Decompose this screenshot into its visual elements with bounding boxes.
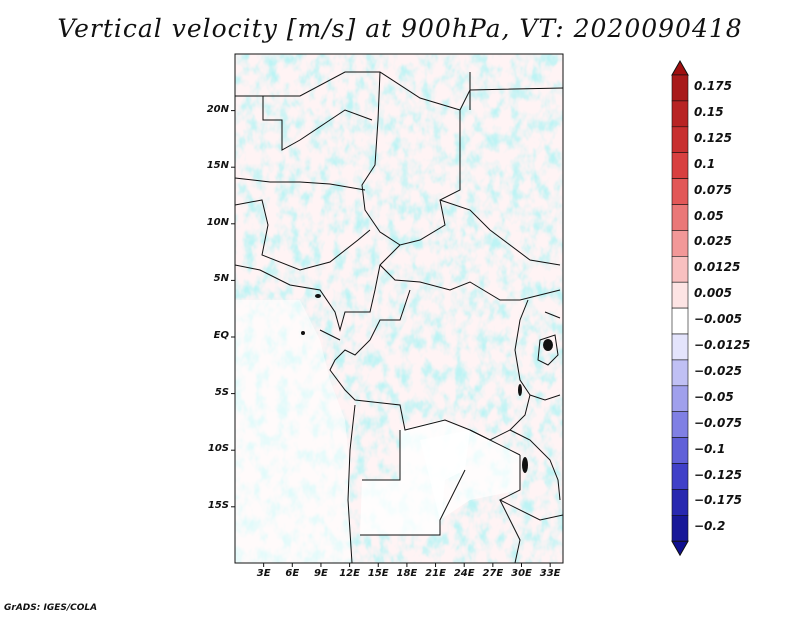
colorbar-swatch [671,281,689,309]
colorbar-swatch [671,489,689,516]
colorbar-label: 0.025 [694,234,732,249]
lake-markers [301,294,553,473]
chart-title: Vertical velocity [m/s] at 900hPa, VT: 2… [57,14,743,43]
colorbar-label: −0.175 [694,493,743,508]
colorbar-swatch [671,230,689,257]
colorbar-label: 0.125 [694,130,732,145]
lon-tick-label: 6E [285,568,300,579]
colorbar-label: −0.125 [694,467,743,482]
colorbar-swatch [671,255,689,283]
lon-tick-label: 24E [453,568,475,579]
colorbar-swatch [671,359,689,387]
country-borders [235,71,563,563]
colorbar-swatch [671,178,689,205]
colorbar-label: 0.15 [694,104,724,119]
lon-tick-label: 9E [314,568,328,579]
lon-tick-label: 27E [482,568,504,579]
colorbar-label: 0.1 [694,156,716,171]
lat-tick-label: 5S [214,386,229,398]
lat-tick-label: EQ [213,330,229,341]
lat-tick-label: 20N [206,103,229,115]
colorbar-label: −0.05 [694,389,734,404]
colorbar-swatch [671,385,689,412]
colorbar-swatch [671,152,689,179]
colorbar-label: −0.025 [694,363,743,378]
colorbar-label: 0.175 [694,79,732,93]
lat-tick-label: 15N [206,160,229,172]
colorbar-label: −0.075 [694,415,743,430]
colorbar-swatch [671,333,689,361]
lon-tick-label: 15E [367,568,389,579]
colorbar-label: −0.2 [694,519,726,534]
colorbar-swatch [671,100,689,128]
colorbar-swatch [671,74,689,102]
colorbar-label: −0.0125 [694,338,751,352]
colorbar-bottom-arrow [671,540,689,557]
colorbar-label: −0.005 [694,312,743,327]
colorbar-swatch [671,514,689,542]
map-frame [234,53,564,564]
colorbar-swatch [671,204,689,231]
lon-tick-label: 12E [339,568,360,579]
axis-ticks [231,110,551,567]
lat-tick-label: 15S [207,499,229,511]
lat-tick-label: 10N [206,216,229,228]
lat-tick-label: 5N [213,273,229,285]
colorbar-top-arrow [671,59,689,76]
lon-tick-label: 30E [511,568,532,579]
lat-tick-label: 10S [207,443,229,455]
colorbar-label: 0.05 [694,208,724,223]
lon-tick-label: 18E [396,568,418,579]
colorbar-label: 0.0125 [694,260,741,275]
velocity-field [235,54,563,563]
colorbar-label: 0.075 [694,182,732,197]
colorbar-swatch [671,411,689,438]
colorbar-swatch [671,437,689,464]
colorbar-swatch [671,126,689,154]
colorbar-label: 0.005 [694,286,732,301]
credit-text: GrADS: IGES/COLA [4,603,98,613]
colorbar-swatch [671,307,689,335]
lon-tick-label: 33E [539,568,561,579]
colorbar-label: −0.1 [694,441,726,456]
lon-tick-label: 3E [256,568,271,579]
lon-tick-label: 21E [425,568,446,579]
colorbar-swatch [671,463,689,490]
